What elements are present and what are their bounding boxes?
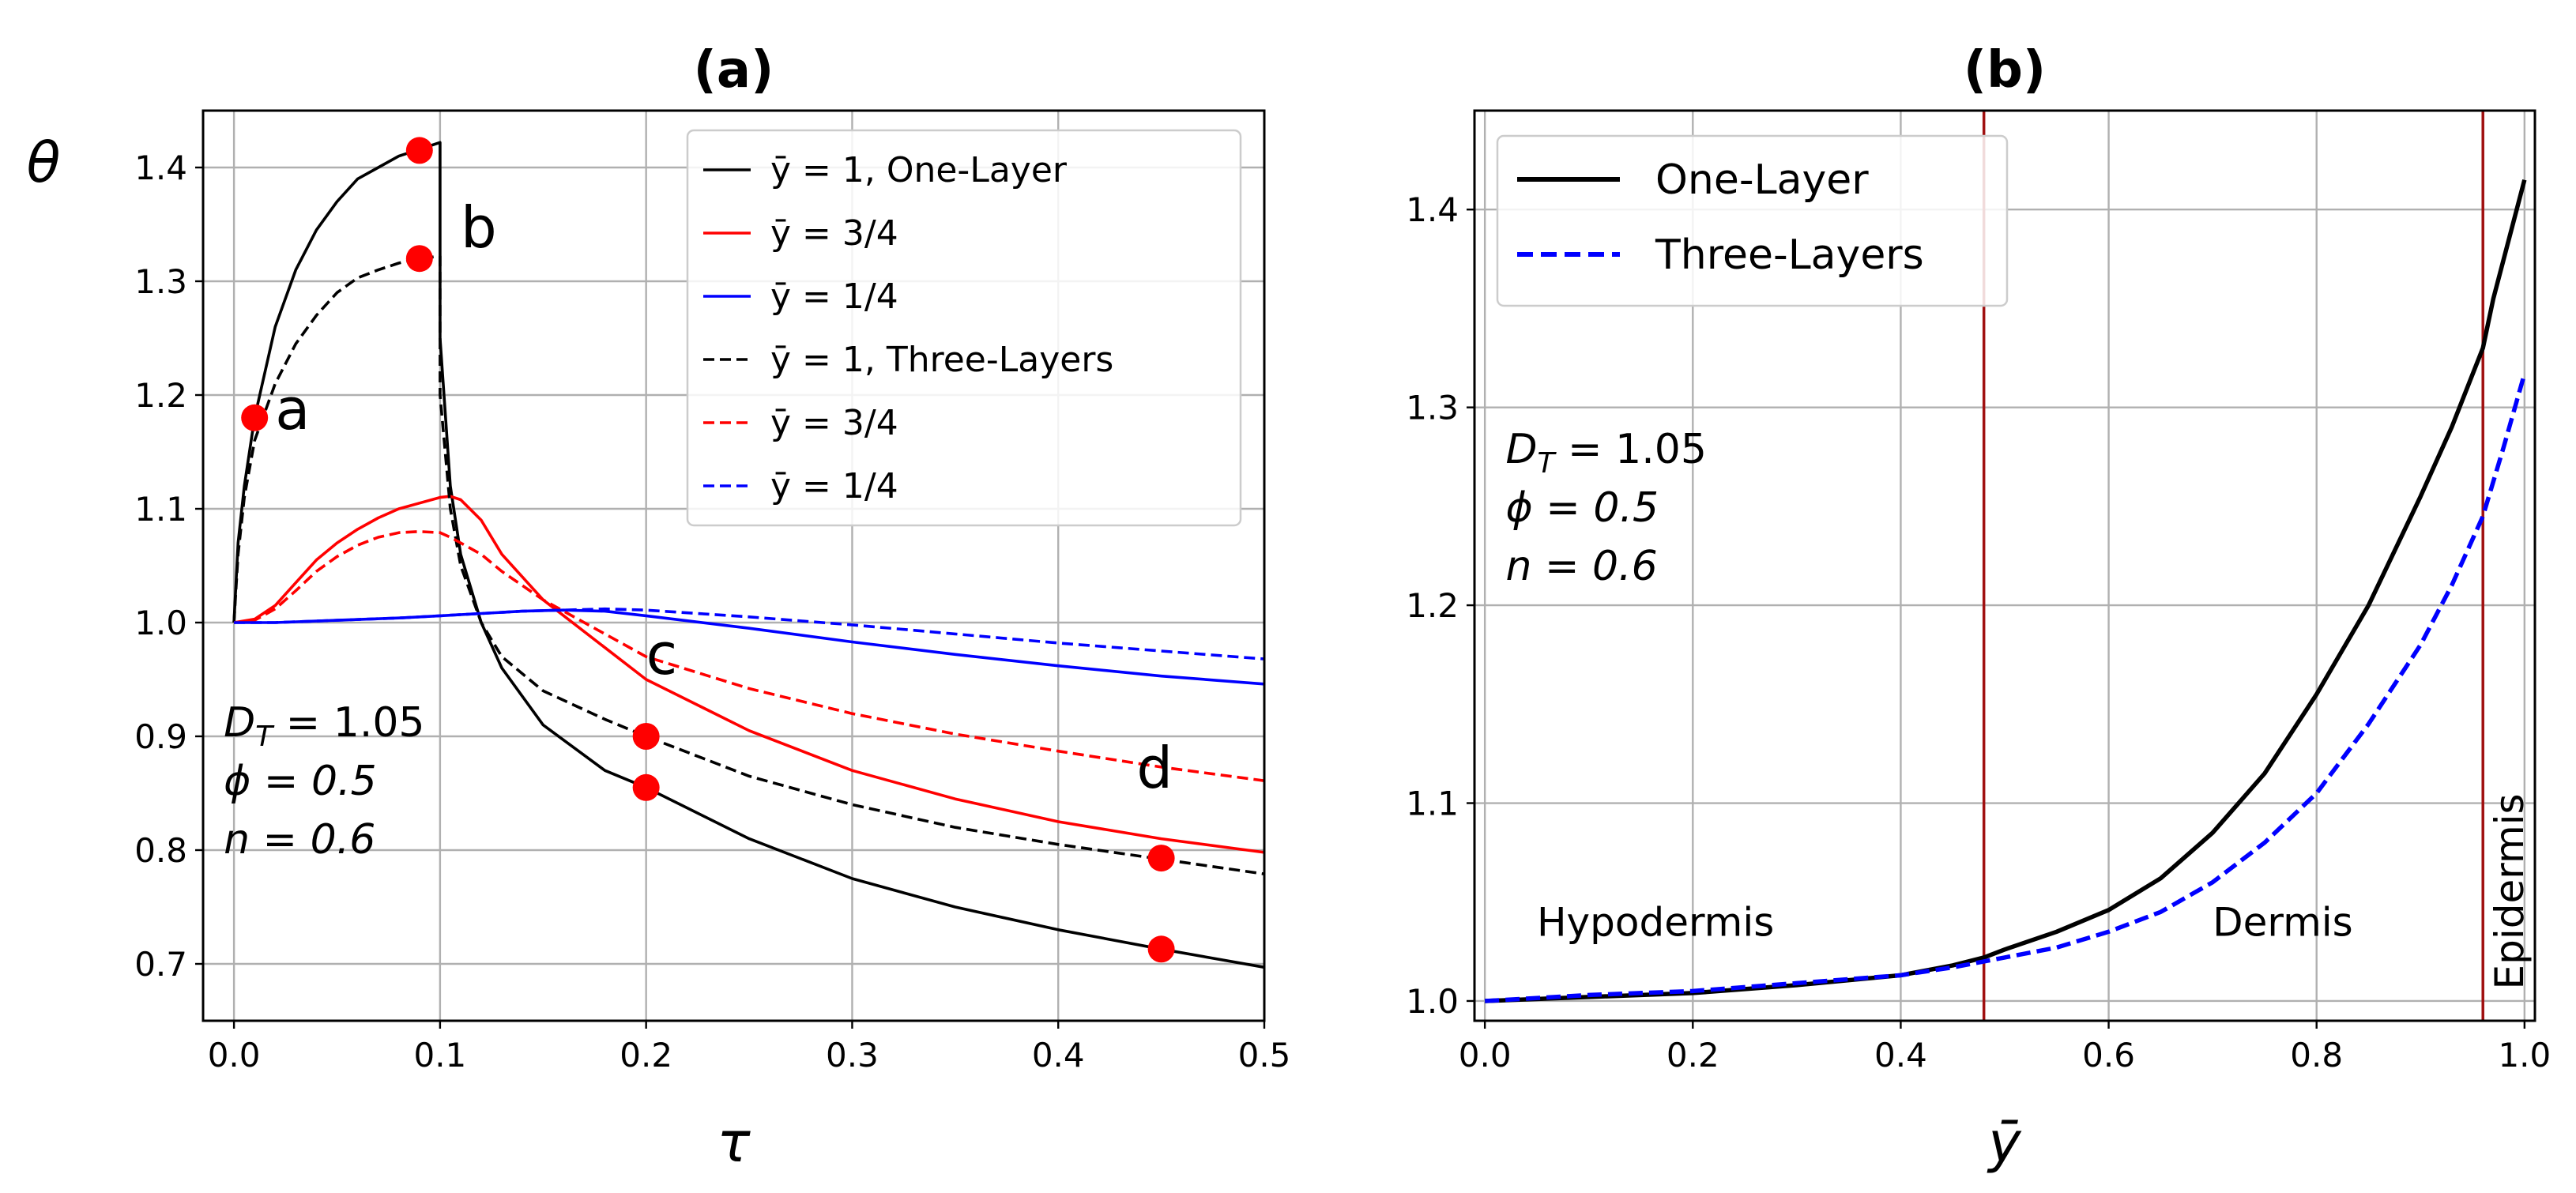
x-tick-label: 0.4	[1032, 1036, 1085, 1074]
y-tick-label: 1.2	[1406, 586, 1459, 625]
param-n: n = 0.6	[224, 816, 375, 864]
panel-a-parameters: DT = 1.05 ϕ = 0.5 n = 0.6	[224, 699, 424, 864]
panel-b-region-labels: Hypodermis Dermis Epidermis	[1537, 793, 2533, 989]
y-tick-label: 0.8	[134, 831, 187, 870]
panel-a-title: (a)	[694, 41, 774, 100]
panel-a-frame	[201, 109, 1266, 1022]
panel-b-legend: One-Layer Three-Layers	[1496, 134, 2009, 307]
legend-label-6: ȳ = 1/4	[770, 466, 898, 506]
x-tick-label: 1.0	[2498, 1036, 2551, 1074]
marker-point-4	[632, 723, 660, 750]
y-tick-label: 1.0	[1406, 982, 1459, 1021]
x-tick-label: 0.4	[1874, 1036, 1927, 1074]
param-value: = 1.05	[1555, 426, 1707, 473]
panel-a-markers	[241, 137, 1175, 963]
panel-a-legend: ȳ = 1, One-Layer ȳ = 3/4 ȳ = 1/4 ȳ = 1, Thr…	[686, 129, 1242, 527]
legend-label-3: ȳ = 1/4	[770, 277, 898, 317]
series-line-5	[233, 529, 1265, 782]
point-label-d: d	[1136, 735, 1173, 801]
y-tick-label: 1.1	[1406, 785, 1459, 823]
legend-label-2: ȳ = 3/4	[770, 213, 898, 254]
panel-b-series	[1485, 179, 2527, 1003]
param-diffusion: DT = 1.05	[224, 699, 424, 753]
param-phi: ϕ = 0.5	[224, 758, 377, 805]
panel-a: 0.0 0.1 0.2 0.3 0.4 0.5 0.7 0.8 0.9 1.0 1.1 1.2 1.3 1…	[27, 41, 1291, 1175]
param-n: n = 0.6	[1505, 543, 1657, 590]
region-label-dermis: Dermis	[2213, 899, 2353, 945]
x-tick-label: 0.1	[413, 1036, 466, 1074]
param-diffusion: DT = 1.05	[1505, 426, 1706, 480]
param-symbol: D	[1505, 426, 1537, 473]
legend-box	[686, 129, 1242, 527]
panel-b: 0.0 0.2 0.4 0.6 0.8 1.01.01.11.21.31.4 (b) ȳ …	[1406, 41, 2551, 1175]
param-subscript: T	[1538, 447, 1557, 480]
series-line-4	[232, 254, 1265, 875]
marker-point-6	[1147, 845, 1175, 872]
marker-point-7	[1147, 935, 1175, 963]
panel-a-x-axis-label: τ	[717, 1110, 751, 1175]
legend-label-2: Three-Layers	[1655, 231, 1924, 279]
series-line-3	[234, 608, 1265, 686]
x-tick-label: 0.8	[2290, 1036, 2343, 1074]
point-label-b: b	[461, 194, 497, 261]
x-tick-label: 0.3	[826, 1036, 879, 1074]
marker-point-2	[405, 137, 433, 164]
legend-label-1: ȳ = 1, One-Layer	[770, 150, 1068, 190]
y-tick-label: 0.9	[134, 717, 187, 756]
series-line-6	[234, 607, 1265, 660]
series-line-2	[1485, 373, 2527, 1003]
panel-b-frame	[1473, 109, 2536, 1022]
legend-label-1: One-Layer	[1655, 156, 1869, 204]
param-symbol: D	[224, 699, 255, 747]
y-tick-label: 1.2	[134, 376, 187, 415]
y-tick-label: 1.3	[134, 262, 187, 301]
legend-label-5: ȳ = 3/4	[770, 403, 898, 443]
panel-a-series	[232, 141, 1265, 969]
legend-label-4: ȳ = 1, Three-Layers	[770, 340, 1113, 380]
legend-box	[1496, 134, 2009, 307]
y-tick-label: 1.0	[134, 604, 187, 642]
point-label-c: c	[646, 621, 678, 687]
x-tick-label: 0.5	[1238, 1036, 1291, 1074]
panel-b-x-axis-label: ȳ	[1987, 1110, 2022, 1175]
param-subscript: T	[255, 721, 275, 753]
panel-a-ticks: 0.0 0.1 0.2 0.3 0.4 0.5 0.7 0.8 0.9 1.0 1.1 1.2 1.3 1…	[134, 149, 1290, 1074]
y-tick-label: 1.1	[134, 490, 187, 529]
y-tick-label: 1.4	[1406, 190, 1459, 229]
x-tick-label: 0.0	[208, 1036, 261, 1074]
y-tick-label: 0.7	[134, 945, 187, 984]
region-label-epidermis: Epidermis	[2487, 793, 2533, 989]
y-tick-label: 1.4	[134, 149, 187, 187]
panel-a-point-labels: a b c d	[275, 194, 1173, 801]
y-tick-label: 1.3	[1406, 389, 1459, 427]
marker-point-5	[632, 773, 660, 801]
point-label-a: a	[275, 376, 310, 442]
panel-b-ticks: 0.0 0.2 0.4 0.6 0.8 1.0 1.0 1.1 1.2 1.3 1.4	[1406, 190, 2551, 1074]
x-tick-label: 0.6	[2082, 1036, 2135, 1074]
region-label-hypodermis: Hypodermis	[1537, 899, 1774, 945]
x-tick-label: 0.0	[1459, 1036, 1512, 1074]
series-line-1	[232, 141, 1265, 969]
marker-point-3	[405, 245, 433, 273]
marker-point-1	[241, 404, 269, 431]
param-value: = 1.05	[273, 699, 424, 747]
param-phi: ϕ = 0.5	[1505, 484, 1659, 532]
panel-b-title: (b)	[1964, 41, 2046, 100]
panel-b-parameters: DT = 1.05ϕ = 0.5n = 0.6	[1505, 426, 1706, 590]
x-tick-label: 0.2	[1666, 1036, 1719, 1074]
series-line-2	[233, 495, 1265, 854]
x-tick-label: 0.2	[620, 1036, 672, 1074]
panel-a-y-axis-label: θ	[27, 130, 61, 195]
panel-b-vlines	[1982, 111, 2484, 1021]
